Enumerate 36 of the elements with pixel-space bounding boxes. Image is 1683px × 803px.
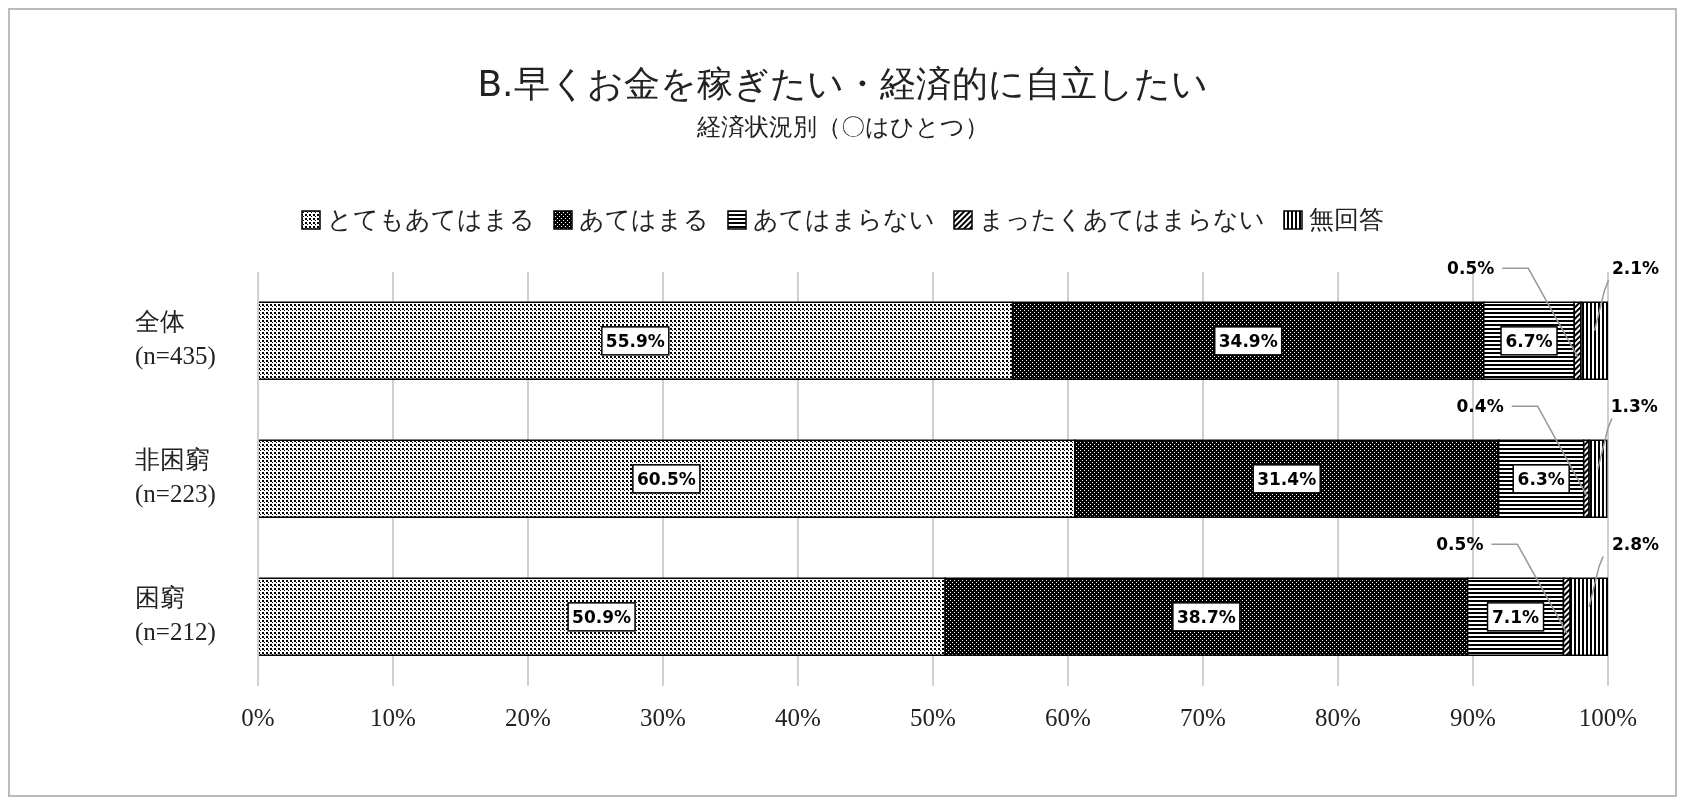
x-tick-label: 90% — [1450, 703, 1496, 731]
y-tick-label: 全体 (n=435) — [135, 307, 216, 370]
x-tick-label: 0% — [241, 703, 275, 731]
data-label: 38.7% — [1176, 606, 1236, 627]
x-tick-label: 100% — [1578, 703, 1638, 731]
data-label: 55.9% — [605, 330, 665, 351]
y-tick-label: 非困窮 (n=223) — [135, 445, 216, 508]
data-label: 2.1% — [1612, 258, 1660, 279]
chart-subtitle: 経済状況別（〇はひとつ） — [695, 112, 990, 143]
legend-label: 無回答 — [1309, 204, 1384, 236]
x-tick-label: 20% — [505, 703, 551, 731]
data-label: 0.5% — [1436, 534, 1484, 555]
data-label: 6.7% — [1505, 330, 1553, 351]
data-label: 60.5% — [636, 468, 696, 489]
data-label: 2.8% — [1612, 534, 1660, 555]
x-tick-label: 50% — [910, 703, 956, 731]
x-tick-label: 70% — [1180, 703, 1226, 731]
x-tick-label: 30% — [640, 703, 686, 731]
x-tick-label: 40% — [775, 703, 821, 731]
x-tick-label: 60% — [1045, 703, 1091, 731]
x-tick-label: 80% — [1315, 703, 1361, 731]
data-label: 31.4% — [1257, 468, 1317, 489]
chart-title: B.早くお金を稼ぎたい・経済的に自立したい — [476, 62, 1209, 106]
data-label: 7.1% — [1491, 606, 1540, 627]
data-label: 50.9% — [572, 606, 632, 627]
legend-label: とてもあてはまる — [327, 204, 535, 236]
data-label: 0.5% — [1447, 258, 1495, 279]
data-label: 34.9% — [1218, 330, 1278, 351]
data-label: 1.3% — [1610, 396, 1658, 417]
x-tick-label: 10% — [370, 703, 416, 731]
data-label: 6.3% — [1517, 468, 1565, 489]
data-label: 0.4% — [1456, 396, 1504, 417]
y-tick-label: 困窮 (n=212) — [135, 583, 216, 646]
legend-label: あてはまらない — [753, 204, 935, 236]
legend-label: あてはまる — [579, 204, 709, 236]
legend-label: まったくあてはまらない — [979, 204, 1265, 236]
